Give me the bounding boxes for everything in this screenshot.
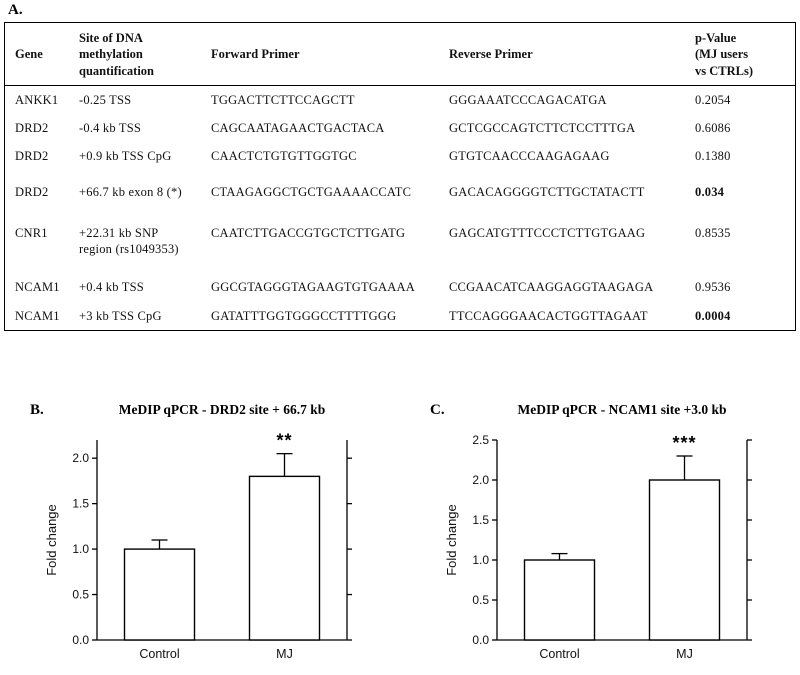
cell-pvalue: 0.034	[695, 184, 725, 199]
cell-reverse: GGGAAATCCCAGACATGA	[449, 92, 607, 107]
cell-gene: NCAM1	[15, 308, 60, 323]
cell-site: -0.4 kb TSS	[79, 121, 142, 135]
y-tick-label: 0.5	[472, 593, 489, 607]
bar-chart-ncam1: MeDIP qPCR - NCAM1 site +3.0 kb 0.0 0.5 1.0…	[444, 402, 752, 661]
cell-gene: CNR1	[15, 225, 48, 240]
cell-reverse: TTCCAGGGAACACTGGTTAGAAT	[449, 308, 648, 323]
table-row: NCAM1 +0.4 kb TSS GGCGTAGGGTAGAAGTGTGAAAA C…	[5, 270, 795, 301]
cell-pvalue: 0.8535	[695, 225, 731, 240]
cell-gene: DRD2	[15, 149, 49, 164]
bar-control	[123, 548, 196, 641]
panel-a-label: A.	[8, 2, 23, 18]
cell-site: +66.7 kb exon 8 (*)	[79, 184, 182, 199]
table-row: DRD2 +66.7 kb exon 8 (*) CTAAGAGGCTGCTGAAA…	[5, 171, 795, 215]
bar-control	[523, 559, 596, 641]
table-row: DRD2 -0.4 kb TSS CAGCAATAGAACTGACTACA GCTCG…	[5, 114, 795, 142]
bar-chart-drd2: MeDIP qPCR - DRD2 site + 66.7 kb 0.0 0.5 1.…	[44, 402, 352, 661]
table-row: CNR1 +22.31 kb SNP region (rs1049353) CAAT…	[5, 215, 795, 271]
cell-pvalue: 0.6086	[695, 121, 731, 135]
primer-table-header: Gene Site of DNA methylation quantificat…	[5, 23, 795, 86]
y-tick-label: 0.0	[472, 633, 489, 647]
cell-forward: CAGCAATAGAACTGACTACA	[211, 121, 385, 135]
y-tick-label: 1.5	[72, 497, 89, 511]
table-row: DRD2 +0.9 kb TSS CpG CAACTCTGTGTTGGTGC GTGT…	[5, 142, 795, 170]
header-forward-primer: Forward Primer	[211, 23, 449, 86]
y-axis-label: Fold change	[444, 504, 459, 576]
cell-site: +22.31 kb SNP region (rs1049353)	[79, 225, 179, 256]
x-tick-label: Control	[539, 647, 579, 661]
panel-b-label: B.	[30, 402, 44, 418]
cell-site: +0.9 kb TSS CpG	[79, 149, 172, 164]
bar-mj	[248, 475, 321, 641]
cell-reverse: GTGTCAACCCAAGAGAAG	[449, 149, 610, 164]
y-tick-label: 1.0	[72, 542, 89, 556]
cell-forward: CTAAGAGGCTGCTGAAAACCATC	[211, 184, 412, 199]
y-axis-label: Fold change	[44, 504, 59, 576]
cell-reverse: CCGAACATCAAGGAGGTAAGAGA	[449, 280, 654, 295]
cell-reverse: GACACAGGGGTCTTGCTATACTT	[449, 184, 645, 199]
cell-pvalue: 0.0004	[695, 308, 731, 323]
header-row: Gene Site of DNA methylation quantificat…	[5, 23, 795, 86]
header-site: Site of DNA methylation quantification	[79, 23, 211, 86]
cell-site: +0.4 kb TSS	[79, 280, 144, 295]
header-gene: Gene	[5, 23, 79, 86]
cell-pvalue: 0.2054	[695, 92, 731, 107]
cell-gene: DRD2	[15, 121, 49, 135]
significance-stars: **	[276, 431, 292, 451]
primer-table-container: Gene Site of DNA methylation quantificat…	[4, 22, 796, 331]
header-reverse-primer: Reverse Primer	[449, 23, 695, 86]
primer-table-body: ANKK1 -0.25 TSS TGGACTTCTTCCAGCTT GGGAAATCC…	[5, 85, 795, 330]
cell-forward: GATATTTGGTGGGCCTTTTGGG	[211, 308, 397, 323]
cell-forward: CAACTCTGTGTTGGTGC	[211, 149, 357, 164]
y-tick-label: 1.0	[472, 553, 489, 567]
cell-pvalue: 0.1380	[695, 149, 731, 164]
cell-reverse: GCTCGCCAGTCTTCTCCTTTGA	[449, 121, 636, 135]
panel-c-label: C.	[430, 402, 445, 418]
table-row: NCAM1 +3 kb TSS CpG GATATTTGGTGGGCCTTTTGGG…	[5, 302, 795, 330]
table-row: ANKK1 -0.25 TSS TGGACTTCTTCCAGCTT GGGAAATCC…	[5, 85, 795, 114]
x-tick-label: Control	[139, 647, 179, 661]
y-tick-label: 2.0	[72, 451, 89, 465]
y-tick-label: 0.5	[72, 588, 89, 602]
chart-title: MeDIP qPCR - NCAM1 site +3.0 kb	[517, 402, 726, 417]
x-tick-label: MJ	[676, 647, 693, 661]
cell-forward: GGCGTAGGGTAGAAGTGTGAAAA	[211, 280, 415, 295]
x-tick-label: MJ	[276, 647, 293, 661]
header-pvalue: p-Value (MJ users vs CTRLs)	[695, 23, 795, 86]
cell-gene: NCAM1	[15, 280, 60, 295]
cell-gene: DRD2	[15, 184, 49, 199]
cell-site: +3 kb TSS CpG	[79, 308, 162, 323]
significance-stars: ***	[672, 433, 696, 453]
cell-forward: CAATCTTGACCGTGCTCTTGATG	[211, 225, 406, 240]
cell-site: -0.25 TSS	[79, 92, 132, 107]
cell-forward: TGGACTTCTTCCAGCTT	[211, 92, 355, 107]
y-tick-label: 2.5	[472, 433, 489, 447]
y-tick-label: 0.0	[72, 633, 89, 647]
bar-mj	[648, 479, 721, 641]
cell-pvalue: 0.9536	[695, 280, 731, 295]
y-tick-label: 1.5	[472, 513, 489, 527]
cell-gene: ANKK1	[15, 92, 59, 107]
cell-reverse: GAGCATGTTTCCCTCTTGTGAAG	[449, 225, 646, 240]
chart-title: MeDIP qPCR - DRD2 site + 66.7 kb	[119, 402, 325, 417]
primer-table: Gene Site of DNA methylation quantificat…	[5, 23, 795, 330]
y-tick-label: 2.0	[472, 473, 489, 487]
